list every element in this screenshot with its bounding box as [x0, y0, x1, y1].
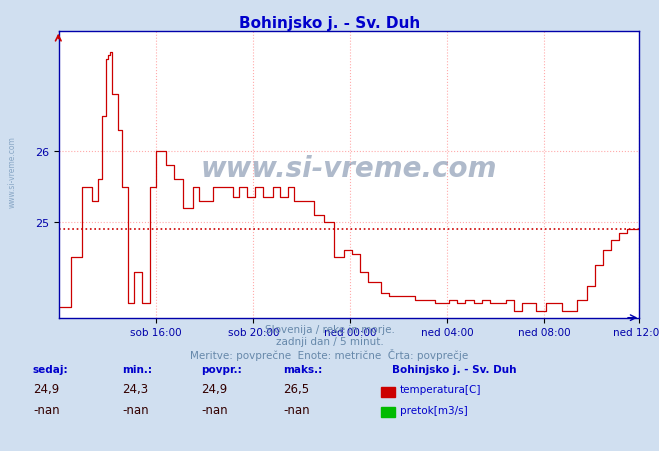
- Text: sedaj:: sedaj:: [33, 364, 69, 374]
- Text: www.si-vreme.com: www.si-vreme.com: [8, 135, 17, 207]
- Text: www.si-vreme.com: www.si-vreme.com: [201, 155, 498, 183]
- Text: 24,9: 24,9: [33, 382, 59, 396]
- Text: zadnji dan / 5 minut.: zadnji dan / 5 minut.: [275, 336, 384, 346]
- Text: temperatura[C]: temperatura[C]: [400, 384, 482, 394]
- Text: -nan: -nan: [33, 403, 59, 416]
- Text: -nan: -nan: [122, 403, 148, 416]
- Text: maks.:: maks.:: [283, 364, 323, 374]
- Text: pretok[m3/s]: pretok[m3/s]: [400, 405, 468, 414]
- Text: Slovenija / reke in morje.: Slovenija / reke in morje.: [264, 324, 395, 334]
- Text: min.:: min.:: [122, 364, 152, 374]
- Text: 24,3: 24,3: [122, 382, 148, 396]
- Text: Bohinjsko j. - Sv. Duh: Bohinjsko j. - Sv. Duh: [392, 364, 517, 374]
- Text: 24,9: 24,9: [201, 382, 227, 396]
- Text: -nan: -nan: [201, 403, 227, 416]
- Text: Meritve: povprečne  Enote: metrične  Črta: povprečje: Meritve: povprečne Enote: metrične Črta:…: [190, 348, 469, 360]
- Text: povpr.:: povpr.:: [201, 364, 242, 374]
- Text: 26,5: 26,5: [283, 382, 310, 396]
- Text: Bohinjsko j. - Sv. Duh: Bohinjsko j. - Sv. Duh: [239, 16, 420, 31]
- Text: -nan: -nan: [283, 403, 310, 416]
